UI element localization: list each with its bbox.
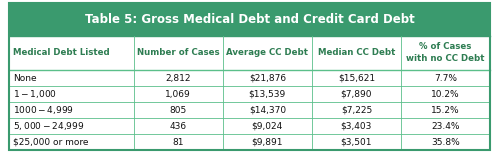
Text: $21,876: $21,876 — [249, 74, 286, 83]
Text: $25,000 or more: $25,000 or more — [13, 138, 88, 147]
Text: $3,403: $3,403 — [341, 122, 372, 131]
Text: Median CC Debt: Median CC Debt — [318, 48, 395, 57]
Text: 81: 81 — [173, 138, 184, 147]
Text: $15,621: $15,621 — [338, 74, 375, 83]
Text: 7.7%: 7.7% — [434, 74, 457, 83]
Text: $1000-$4,999: $1000-$4,999 — [13, 104, 74, 116]
Text: 15.2%: 15.2% — [431, 106, 460, 115]
Text: $7,890: $7,890 — [341, 90, 372, 99]
Text: % of Cases
with no CC Debt: % of Cases with no CC Debt — [406, 43, 485, 63]
Text: Medical Debt Listed: Medical Debt Listed — [13, 48, 110, 57]
Bar — [9, 118, 490, 134]
Text: 1,069: 1,069 — [165, 90, 191, 99]
Bar — [9, 86, 490, 102]
Text: 2,812: 2,812 — [166, 74, 191, 83]
Text: $3,501: $3,501 — [341, 138, 372, 147]
Bar — [9, 70, 490, 86]
Text: Table 5: Gross Medical Debt and Credit Card Debt: Table 5: Gross Medical Debt and Credit C… — [85, 13, 414, 26]
Text: $7,225: $7,225 — [341, 106, 372, 115]
Text: $1-$1,000: $1-$1,000 — [13, 88, 57, 100]
Text: 35.8%: 35.8% — [431, 138, 460, 147]
Text: $9,024: $9,024 — [251, 122, 283, 131]
Text: $5,000-$24,999: $5,000-$24,999 — [13, 120, 84, 132]
Text: Number of Cases: Number of Cases — [137, 48, 220, 57]
Bar — [9, 36, 490, 70]
Text: 10.2%: 10.2% — [431, 90, 460, 99]
Text: 436: 436 — [170, 122, 187, 131]
Bar — [9, 134, 490, 150]
Bar — [9, 3, 490, 36]
Bar — [9, 102, 490, 118]
Text: $9,891: $9,891 — [251, 138, 283, 147]
Text: 23.4%: 23.4% — [431, 122, 460, 131]
Text: 805: 805 — [170, 106, 187, 115]
Text: None: None — [13, 74, 36, 83]
Text: Average CC Debt: Average CC Debt — [227, 48, 308, 57]
Text: $14,370: $14,370 — [249, 106, 286, 115]
Text: $13,539: $13,539 — [249, 90, 286, 99]
